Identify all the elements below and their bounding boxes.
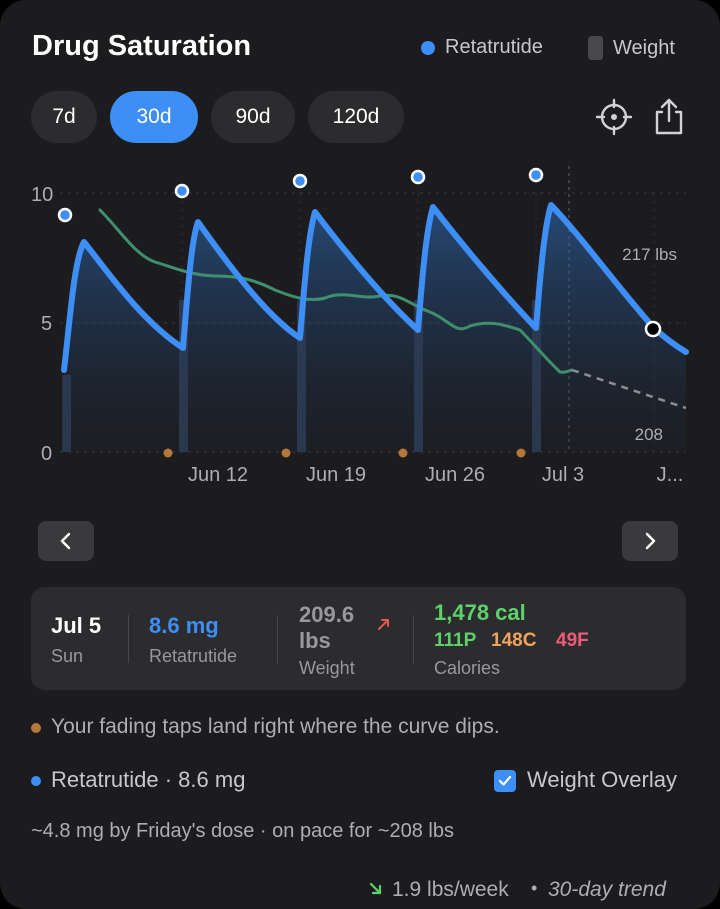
retatrutide-legend-dot [421,40,435,55]
weight-legend-swatch [588,36,603,60]
divider [277,615,278,663]
chevron-left-icon [60,532,71,550]
dose-bar [532,300,541,452]
summary-weight-unit: lbs [299,628,331,653]
summary-calories: 1,478 cal [434,600,526,625]
saturation-chart[interactable]: 10 5 0 217 lbs 208 Jun 12 Jun 19 Jun 26 … [0,150,720,500]
range-7d-button[interactable]: 7d [31,91,97,143]
dose-marker[interactable] [174,183,190,199]
forecast-text: ~4.8 mg by Friday's dose · on pace for ~… [31,820,454,842]
summary-fat: 49F [556,630,589,651]
saturation-area [64,205,686,452]
drug-dose-line: Retatrutide · 8.6 mg [51,767,246,792]
weight-label-top: 217 lbs [622,245,677,264]
tap-dot [163,448,173,458]
summary-weight-value: 209.6 [299,602,355,627]
dose-bar [414,300,423,452]
summary-day: Sun [51,646,84,666]
range-30d-button[interactable]: 30d [110,91,198,143]
x-label-jul3: Jul 3 [542,464,584,486]
share-icon[interactable] [651,97,687,142]
x-label-jun26: Jun 26 [425,464,485,486]
dose-marker[interactable] [57,207,73,223]
x-label-jun19: Jun 19 [306,464,366,486]
weight-overlay-checkbox[interactable] [494,770,516,792]
chevron-right-icon [645,532,656,550]
trend-up-icon [377,617,391,636]
dose-bar [179,300,188,452]
checkmark-icon [498,775,512,786]
tap-dot [398,448,408,458]
next-period-button[interactable] [622,521,678,561]
trend-value: 1.9 lbs/week [392,878,509,901]
range-90d-button[interactable]: 90d [211,91,295,143]
dose-bar [62,375,71,452]
weight-label-bottom: 208 [635,425,663,444]
summary-weight-label: Weight [299,658,355,678]
tap-dot [281,448,291,458]
summary-date: Jul 5 [51,613,102,638]
trend-period: 30-day trend [548,878,666,901]
divider [413,615,414,663]
summary-carbs: 148C [491,630,537,651]
drug-bullet-dot [31,776,41,786]
summary-drug-label: Retatrutide [149,646,238,666]
divider [128,615,129,663]
day-summary-panel: Jul 5 Sun 8.6 mg Retatrutide 209.6 lbs W… [31,587,686,690]
legend-weight-label: Weight [613,36,675,59]
x-label-truncated: J... [657,464,684,486]
dose-marker[interactable] [292,173,308,189]
summary-protein: 111P [434,630,477,651]
legend-retatrutide: Retatrutide [421,36,543,59]
retatrutide-line [61,202,689,373]
legend-weight: Weight [588,36,675,60]
dose-bar [297,300,306,452]
previous-period-button[interactable] [38,521,94,561]
tap-legend-dot [31,723,41,733]
summary-calories-label: Calories [434,658,501,678]
range-120d-button[interactable]: 120d [308,91,404,143]
y-tick-5: 5 [41,313,52,335]
current-value-point[interactable] [644,320,662,338]
y-tick-0: 0 [41,443,52,465]
dose-marker[interactable] [528,167,544,183]
tap-note: Your fading taps land right where the cu… [51,715,500,738]
crosshair-icon[interactable] [595,98,633,141]
tap-dot [516,448,526,458]
card-title: Drug Saturation [32,30,252,62]
y-tick-10: 10 [31,184,53,206]
weight-overlay-label[interactable]: Weight Overlay [527,767,677,792]
dose-marker[interactable] [410,169,426,185]
summary-dose: 8.6 mg [149,613,219,638]
trend-down-icon [368,879,384,903]
trend-separator: • [531,878,538,898]
legend-retatrutide-label: Retatrutide [445,36,543,58]
x-label-jun12: Jun 12 [188,464,248,486]
